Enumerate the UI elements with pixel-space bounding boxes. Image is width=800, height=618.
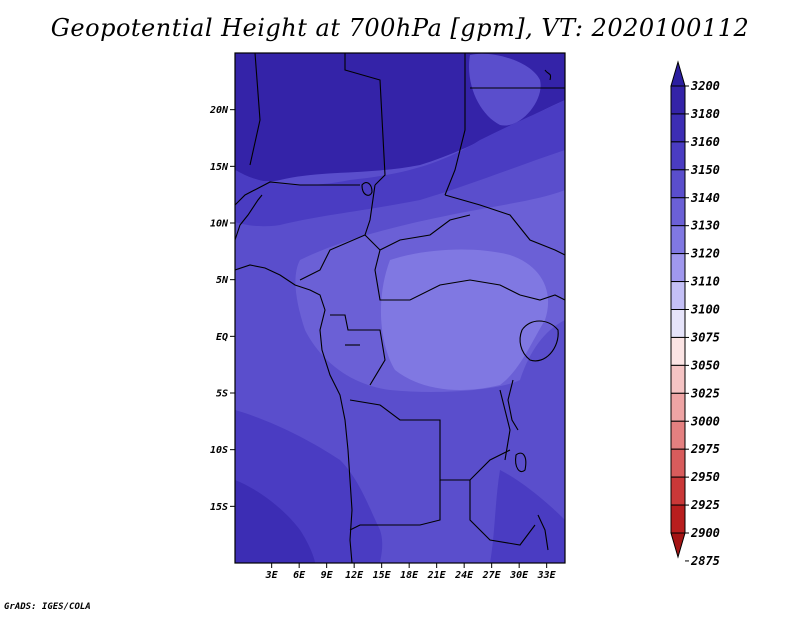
colorbar-segment (670, 448, 686, 478)
colorbar-segment (670, 253, 686, 283)
colorbar-label: 3120 (690, 247, 720, 261)
map-title: Geopotential Height at 700hPa [gpm], VT:… (50, 14, 750, 42)
colorbar-segment (670, 392, 686, 422)
x-tick-label: 12E (345, 570, 364, 581)
colorbar-segment (670, 225, 686, 255)
colorbar-bottom-triangle (670, 532, 686, 559)
colorbar-label: 2950 (690, 470, 720, 484)
coastline (235, 194, 353, 563)
x-tick-label: 21E (427, 570, 447, 581)
colorbar-segment (670, 141, 686, 171)
y-tick-label: 10S (210, 445, 228, 456)
x-tick-label: 3E (265, 570, 279, 581)
x-tick-label: 24E (454, 570, 474, 581)
colorbar-segment (670, 197, 686, 227)
colorbar-segment (670, 309, 686, 338)
colorbar-label: 3150 (690, 163, 720, 177)
y-tick-label: 5N (216, 275, 229, 286)
colorbar-label: 3200 (690, 79, 720, 93)
colorbar-segment (670, 504, 686, 534)
x-tick-label: 9E (321, 570, 334, 581)
colorbar-label: 3025 (690, 386, 720, 400)
colorbar-label: 3130 (690, 219, 720, 233)
map-frame (234, 52, 566, 564)
colorbar-segment (670, 169, 686, 199)
lakes (361, 69, 559, 551)
colorbar-label: 3160 (690, 135, 720, 149)
colorbar-label: 3140 (690, 191, 720, 205)
colorbar-label: 2925 (690, 498, 720, 512)
colorbar-segment (670, 420, 686, 450)
x-tick-label: 27E (482, 570, 502, 581)
x-tick-label: 15E (373, 570, 392, 581)
colorbar-segment (670, 281, 686, 310)
x-tick-label: 33E (537, 570, 557, 581)
y-tick-label: 5S (216, 389, 228, 400)
colorbar-label: 3075 (690, 330, 720, 344)
colorbar-segment (670, 113, 686, 143)
colorbar-label: 3110 (690, 275, 720, 289)
colorbar-segment (670, 85, 686, 115)
y-tick-label: 15N (210, 162, 229, 173)
colorbar-segment (670, 476, 686, 506)
x-tick-label: 6E (293, 570, 306, 581)
colorbar-label: 3000 (690, 414, 720, 428)
geopotential-field (235, 53, 565, 563)
y-tick-label: 15S (210, 502, 228, 513)
colorbar-label: 3100 (690, 303, 720, 317)
y-tick-label: 10N (210, 219, 229, 230)
x-tick-label: 18E (400, 570, 419, 581)
colorbar-segment (670, 336, 686, 366)
country-borders (235, 53, 565, 546)
y-tick-label: 20N (209, 105, 229, 116)
y-tick-label: EQ (216, 332, 228, 343)
credit-label: GrADS: IGES/COLA (4, 602, 91, 612)
colorbar-segment (670, 364, 686, 394)
colorbar-label: 3050 (690, 358, 720, 372)
y-axis: 20N 15N 10N 5N EQ 5S 10S 15S (209, 105, 235, 513)
colorbar-label: 3180 (690, 107, 720, 121)
colorbar-top-triangle (670, 60, 686, 87)
x-axis: 3E 6E 9E 12E 15E 18E 21E 24E 27E 30E 33E (265, 563, 557, 581)
colorbar-label: 2900 (690, 526, 720, 540)
colorbar: 3200 3180 3160 3150 3140 3130 3120 3110 3100 3075… (670, 60, 720, 568)
x-tick-label: 30E (509, 570, 529, 581)
colorbar-label: 2875 (690, 554, 720, 568)
colorbar-label: 2975 (690, 442, 720, 456)
